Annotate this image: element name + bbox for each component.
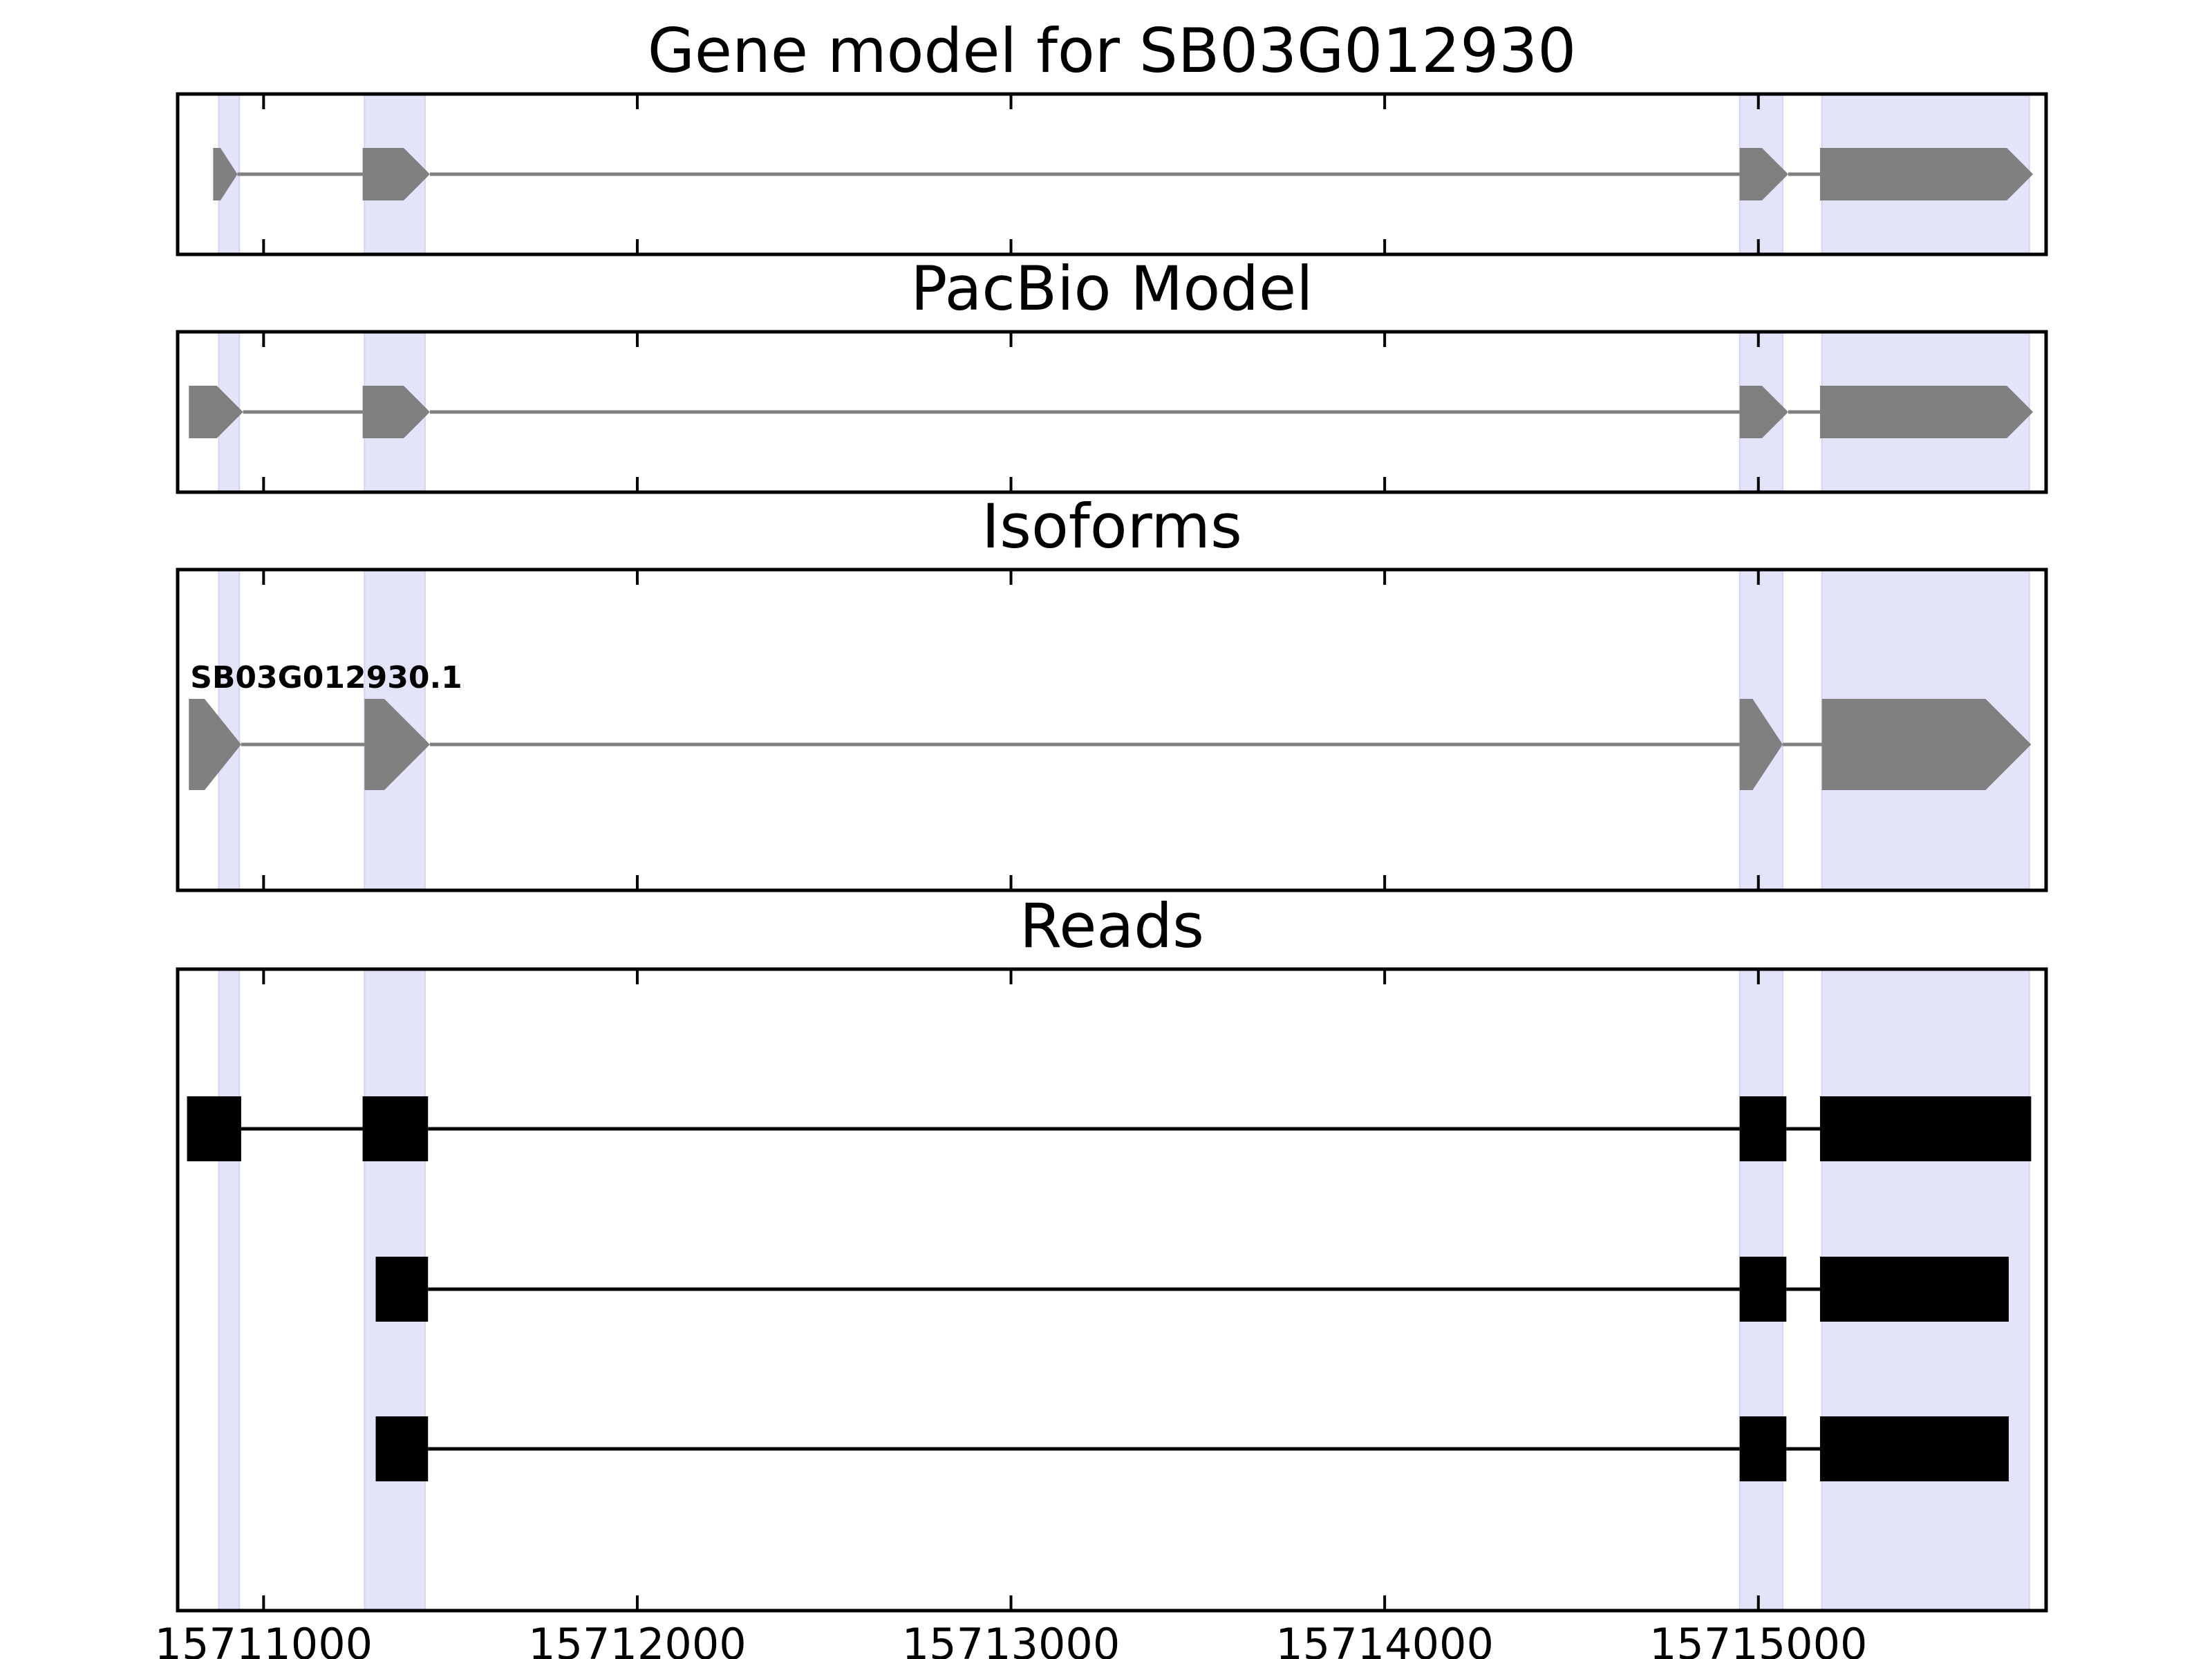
read-exon-block: [187, 1096, 241, 1161]
exon-arrow: [362, 148, 430, 200]
exon-arrow: [1739, 148, 1788, 200]
read-exon-block: [1739, 1096, 1787, 1161]
isoform-label: SB03G012930.1: [190, 660, 462, 695]
read-exon-block: [1739, 1257, 1787, 1322]
read-exon-block: [1819, 1096, 2032, 1161]
panel-frame: [176, 330, 2048, 494]
x-tick-label: 15713000: [902, 1619, 1121, 1659]
read-exon-block: [362, 1096, 429, 1161]
panel-frame: [176, 568, 2048, 892]
x-tick-label: 15714000: [1275, 1619, 1494, 1659]
panel-title: Gene model for SB03G012930: [648, 15, 1577, 86]
exon-arrow: [189, 699, 241, 790]
exon-arrow: [189, 386, 243, 438]
panel-title: PacBio Model: [910, 253, 1313, 324]
panel-title: Isoforms: [982, 491, 1242, 562]
read-exon-block: [1819, 1416, 2009, 1481]
exon-arrow: [213, 148, 238, 200]
exon-arrow: [362, 386, 430, 438]
exon-arrow: [1821, 699, 2032, 790]
x-tick-label: 15712000: [528, 1619, 747, 1659]
highlight-region: [218, 968, 241, 1611]
read-exon-block: [375, 1416, 429, 1481]
exon-arrow: [1739, 699, 1783, 790]
exon-arrow: [1739, 386, 1788, 438]
read-exon-block: [375, 1257, 429, 1322]
panel-frame: [176, 92, 2048, 256]
read-exon-block: [1819, 1257, 2009, 1322]
read-exon-block: [1739, 1416, 1787, 1481]
exon-arrow: [1819, 386, 2034, 438]
x-tick-label: 15711000: [155, 1619, 373, 1659]
panel-frame: [176, 967, 2048, 1613]
x-tick-label: 15715000: [1649, 1619, 1868, 1659]
panel-title: Reads: [1020, 890, 1204, 962]
exon-arrow: [364, 699, 430, 790]
exon-arrow: [1819, 148, 2034, 200]
